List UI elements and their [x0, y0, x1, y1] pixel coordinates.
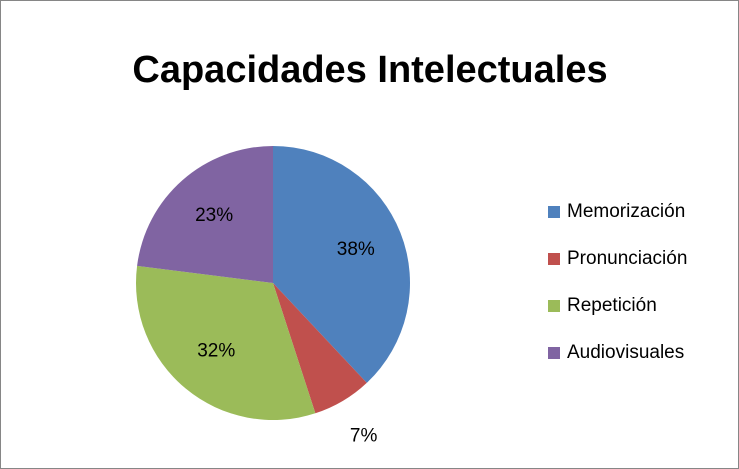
pie-slice — [273, 283, 367, 414]
data-label: 38% — [337, 239, 375, 260]
data-label: 7% — [350, 425, 378, 446]
data-label: 32% — [197, 341, 235, 362]
legend-label: Pronunciación — [567, 248, 687, 269]
pie-slice — [135, 265, 316, 421]
chart-title: Capacidades Intelectuales — [132, 49, 607, 91]
pie-slice — [273, 146, 411, 383]
legend-label: Memorización — [567, 201, 685, 222]
legend-label: Repetición — [567, 295, 657, 316]
legend-label: Audiovisuales — [567, 342, 684, 363]
legend-swatch — [548, 347, 560, 359]
legend-swatch — [548, 206, 560, 218]
legend-swatch — [548, 300, 560, 312]
legend-swatch — [548, 253, 560, 265]
pie-slice — [137, 146, 273, 283]
data-label: 23% — [195, 205, 233, 226]
